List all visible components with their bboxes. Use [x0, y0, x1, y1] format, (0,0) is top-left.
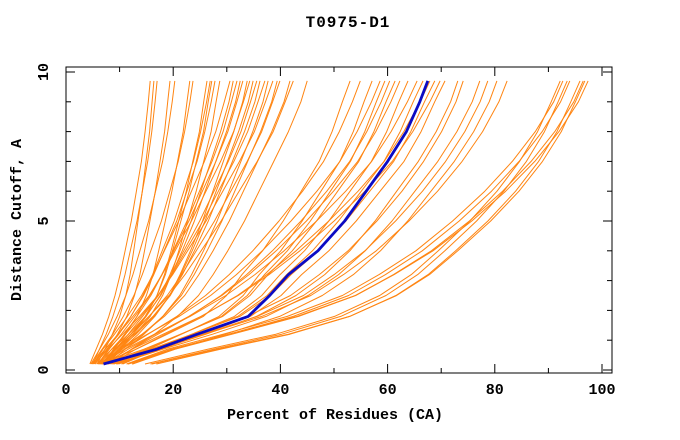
model-curve: [150, 80, 568, 365]
model-curve: [93, 80, 251, 365]
model-curve: [98, 80, 381, 365]
model-curve: [91, 80, 194, 365]
x-tick-label: 80: [486, 382, 504, 399]
model-curve: [104, 80, 441, 365]
y-tick-label: 5: [36, 216, 53, 225]
model-curve: [99, 80, 291, 365]
model-curve: [151, 80, 586, 365]
tick-labels: 0 20 40 60 80 100 0 5 10: [36, 63, 616, 399]
model-curve: [128, 80, 498, 365]
plot-frame: [65, 66, 613, 374]
model-curve: [98, 80, 244, 365]
model-curves: [89, 80, 589, 366]
model-curve: [104, 80, 258, 365]
model-curve: [105, 80, 281, 365]
x-tick-label: 20: [164, 382, 182, 399]
model-curve: [94, 80, 274, 365]
model-curve: [109, 80, 431, 365]
model-curve: [144, 80, 561, 365]
x-tick-label: 60: [379, 382, 397, 399]
axes-box: [65, 66, 613, 374]
model-curve: [103, 80, 238, 365]
model-curve: [97, 80, 261, 365]
model-curve: [131, 80, 571, 365]
model-curve: [100, 80, 294, 365]
tick-marks: [65, 67, 612, 373]
y-axis-label: Distance Cutoff, A: [9, 139, 26, 301]
model-curve: [103, 80, 221, 365]
x-tick-label: 0: [61, 382, 70, 399]
model-curve: [118, 80, 508, 365]
model-curve: [132, 80, 584, 365]
model-curve: [127, 80, 589, 365]
model-curve: [99, 80, 266, 365]
model-curve: [99, 80, 418, 365]
model-curve: [126, 80, 564, 365]
model-curve: [102, 80, 254, 365]
model-curve: [92, 80, 231, 365]
x-tick-label: 100: [588, 382, 615, 399]
model-curve: [92, 80, 158, 365]
x-axis-label: Percent of Residues (CA): [227, 407, 443, 424]
model-curve: [89, 80, 151, 365]
plot-title: T0975-D1: [306, 14, 391, 32]
highlighted-model: [103, 80, 430, 366]
model-curve: [101, 80, 396, 365]
model-curve: [108, 80, 269, 365]
x-tick-label: 40: [271, 382, 289, 399]
model-curve: [108, 80, 391, 365]
model-curve: [90, 80, 176, 365]
y-tick-label: 0: [36, 365, 53, 374]
y-tick-label: 10: [36, 63, 53, 81]
